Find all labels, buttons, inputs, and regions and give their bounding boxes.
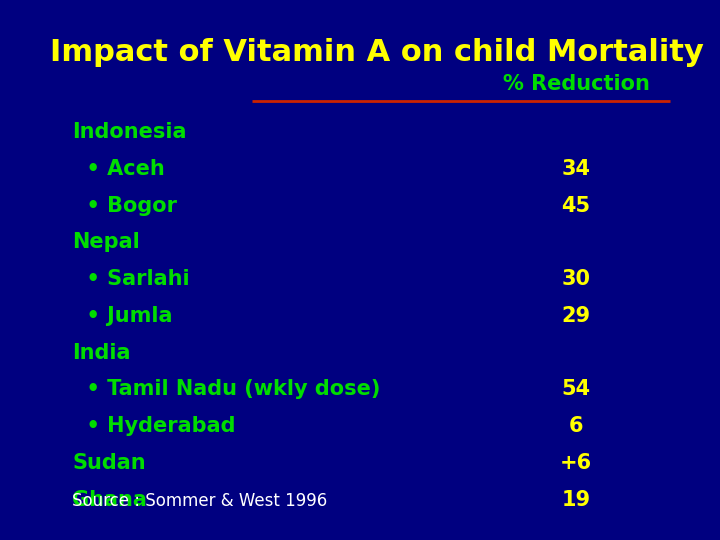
Text: 34: 34 (562, 159, 590, 179)
Text: • Bogor: • Bogor (72, 195, 177, 216)
Text: 19: 19 (562, 489, 590, 510)
Text: +6: +6 (560, 453, 592, 473)
Text: % Reduction: % Reduction (503, 75, 649, 94)
Text: 30: 30 (562, 269, 590, 289)
Text: • Sarlahi: • Sarlahi (72, 269, 189, 289)
Text: 54: 54 (562, 379, 590, 400)
Text: Nepal: Nepal (72, 232, 140, 253)
Text: Impact of Vitamin A on child Mortality: Impact of Vitamin A on child Mortality (50, 38, 704, 67)
Text: 6: 6 (569, 416, 583, 436)
Text: Source : Sommer & West 1996: Source : Sommer & West 1996 (72, 492, 328, 510)
Text: Sudan: Sudan (72, 453, 145, 473)
Text: • Hyderabad: • Hyderabad (72, 416, 235, 436)
Text: • Jumla: • Jumla (72, 306, 173, 326)
Text: 45: 45 (562, 195, 590, 216)
Text: Ghana: Ghana (72, 489, 147, 510)
Text: • Tamil Nadu (wkly dose): • Tamil Nadu (wkly dose) (72, 379, 380, 400)
Text: India: India (72, 342, 130, 363)
Text: Indonesia: Indonesia (72, 122, 186, 143)
Text: • Aceh: • Aceh (72, 159, 165, 179)
Text: 29: 29 (562, 306, 590, 326)
